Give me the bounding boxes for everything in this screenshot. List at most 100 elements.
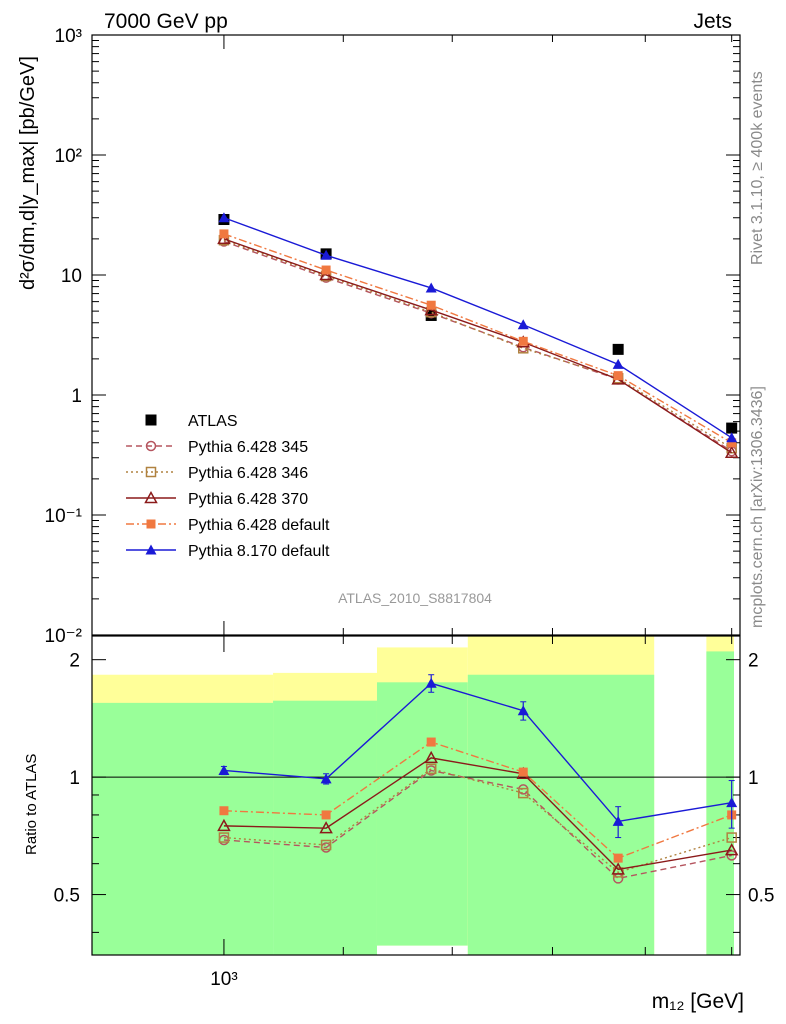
legend-label: Pythia 6.428 346 — [188, 465, 308, 482]
ratio-line — [223, 769, 732, 880]
ratio-point — [611, 862, 625, 875]
ratio-y-tick-label: 0.5 — [54, 886, 80, 907]
ratio-point — [425, 677, 437, 688]
rivet-label: Rivet 3.1.10, ≥ 400k events — [749, 71, 766, 265]
ratio-point — [320, 773, 332, 784]
legend-label: Pythia 6.428 345 — [188, 439, 308, 456]
y-tick-label: 10⁻¹ — [45, 506, 83, 527]
ratio-series-pythia-8-170-default — [218, 674, 738, 839]
y-tick-label: 1 — [71, 386, 82, 407]
ratio-frame — [91, 635, 741, 956]
data-point — [321, 265, 331, 275]
ratio-point — [426, 737, 436, 747]
ratio-y-tick-label: 2 — [69, 651, 80, 672]
ratio-y-tick-label-right: 1 — [748, 768, 759, 789]
main-plot: 10⁻² 10⁻¹ 1 10 10² 10³ — [45, 26, 741, 647]
data-point — [726, 422, 738, 434]
data-point — [426, 300, 436, 310]
data-point — [726, 432, 738, 443]
y-tick-label: 10² — [55, 146, 82, 167]
band-green — [376, 682, 468, 946]
ratio-line — [223, 682, 732, 823]
y-tick-label: 10 — [61, 266, 82, 287]
band-green — [92, 702, 274, 955]
legend-item: Pythia 6.428 345 — [126, 439, 308, 456]
legend-item: Pythia 6.428 346 — [126, 465, 308, 482]
legend-item: Pythia 6.428 default — [126, 517, 330, 534]
ratio-y-tick-label: 1 — [69, 768, 80, 789]
legend-label: ATLAS — [188, 413, 238, 430]
legend: ATLAS Pythia 6.428 345 Pythia 6.428 346 Pyt… — [126, 413, 330, 560]
ratio-point — [726, 832, 737, 843]
data-point — [613, 371, 623, 381]
data-point — [218, 212, 230, 223]
main-ylabel: d²σ/dm,d|y_max| [pb/GeV] — [17, 56, 39, 290]
data-point — [612, 358, 624, 369]
legend-item: ATLAS — [145, 413, 238, 430]
header-right: Jets — [693, 10, 732, 33]
data-point — [517, 319, 529, 330]
mcplots-label: mcplots.cern.ch [arXiv:1306.3436] — [749, 386, 766, 628]
series-pythia-6-428-370 — [217, 231, 739, 459]
data-point — [612, 343, 624, 355]
series-line — [223, 217, 733, 439]
legend-marker — [145, 544, 157, 555]
legend-marker — [146, 519, 156, 529]
legend-marker — [144, 490, 158, 504]
series-line — [223, 233, 733, 444]
data-point — [727, 438, 737, 448]
ratio-point — [218, 832, 230, 843]
series-line — [223, 238, 733, 454]
legend-label: Pythia 6.428 370 — [188, 491, 308, 508]
series-line — [223, 240, 733, 452]
header-left: 7000 GeV pp — [104, 10, 228, 33]
main-frame — [91, 34, 741, 636]
band-green — [467, 674, 655, 955]
legend-item: Pythia 8.170 default — [126, 543, 330, 560]
ratio-plot: 0.5 0.5 1 1 2 2 10³ — [54, 635, 774, 990]
ratio-point — [724, 843, 739, 856]
legend-label: Pythia 8.170 default — [188, 543, 330, 560]
x-axis-label: m₁₂ [GeV] — [652, 990, 744, 1013]
ratio-point — [517, 787, 529, 799]
y-tick-label: 10⁻² — [45, 626, 83, 647]
ratio-point — [726, 850, 737, 861]
legend-marker — [145, 440, 157, 452]
ratio-y-tick-label-right: 0.5 — [748, 886, 774, 907]
analysis-label: ATLAS_2010_S8817804 — [338, 590, 492, 606]
legend-item: Pythia 6.428 370 — [126, 490, 308, 508]
data-point — [425, 282, 437, 293]
series-pythia-8-170-default — [218, 212, 738, 443]
legend-marker — [145, 414, 157, 426]
ratio-ylabel: Ratio to ATLAS — [23, 754, 40, 855]
ratio-point — [612, 815, 624, 826]
ratio-point — [319, 821, 333, 834]
ratio-y-tick-label-right: 2 — [748, 651, 759, 672]
ratio-point — [613, 853, 623, 863]
ratio-point — [217, 818, 231, 832]
series-line — [223, 239, 733, 449]
ratio-point — [320, 839, 332, 851]
data-point — [425, 309, 437, 321]
x-tick-label: 10³ — [210, 969, 237, 990]
ratio-line — [223, 757, 732, 871]
legend-marker — [145, 466, 157, 478]
y-tick-label: 10³ — [55, 26, 82, 47]
legend-label: Pythia 6.428 default — [188, 517, 330, 534]
series-pythia-6-428-345 — [218, 236, 737, 457]
data-point — [724, 445, 739, 459]
data-point — [320, 249, 332, 260]
series-pythia-6-428-346 — [218, 234, 737, 454]
ratio-point — [517, 705, 529, 716]
ratio-point — [321, 810, 331, 820]
ratio-point — [518, 767, 528, 777]
ratio-point — [219, 806, 229, 816]
ratio-line — [223, 741, 732, 859]
data-point — [219, 229, 229, 239]
ratio-point — [425, 763, 437, 775]
ratio-point — [726, 797, 738, 808]
series-pythia-6-428-default — [219, 229, 737, 448]
data-point — [518, 336, 528, 346]
ratio-point — [424, 750, 438, 764]
